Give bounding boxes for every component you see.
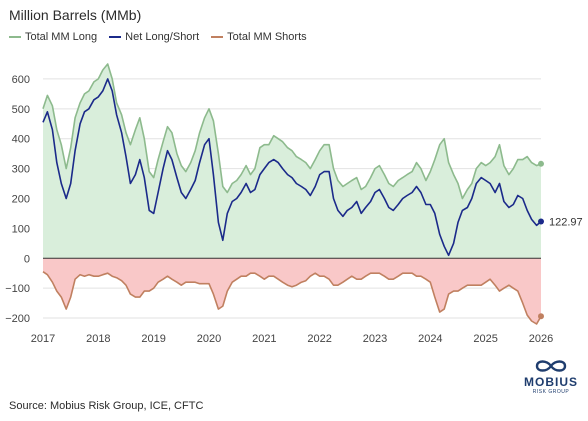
end-marker-shorts xyxy=(538,313,544,320)
x-tick-label: 2023 xyxy=(363,333,387,345)
logo-sub: RISK GROUP xyxy=(532,389,570,395)
legend-item-shorts[interactable]: Total MM Shorts xyxy=(211,31,307,43)
mobius-logo: MOBIUS RISK GROUP xyxy=(520,358,582,395)
x-tick-label: 2017 xyxy=(31,333,55,345)
legend: Total MM Long Net Long/Short Total MM Sh… xyxy=(9,31,319,43)
fill-layer xyxy=(43,64,541,324)
end-marker-net xyxy=(538,218,544,225)
x-tick-label: 2024 xyxy=(418,333,442,345)
y-tick-label: −100 xyxy=(5,283,30,295)
series-line-shorts xyxy=(42,271,542,325)
legend-item-long[interactable]: Total MM Long xyxy=(9,31,97,43)
x-tick-label: 2025 xyxy=(473,333,497,345)
long-area xyxy=(43,64,541,259)
mobius-logo-icon xyxy=(535,360,567,372)
source-note: Source: Mobius Risk Group, ICE, CFTC xyxy=(9,400,204,412)
y-tick-label: 100 xyxy=(12,223,30,235)
shorts-area xyxy=(43,258,541,324)
y-tick-label: 400 xyxy=(12,134,30,146)
x-tick-label: 2019 xyxy=(141,333,165,345)
series-line-long xyxy=(42,63,542,200)
line-layer xyxy=(42,63,542,325)
legend-label-net: Net Long/Short xyxy=(125,31,200,43)
y-tick-label: 300 xyxy=(12,164,30,176)
x-tick-label: 2026 xyxy=(529,333,553,345)
legend-label-shorts: Total MM Shorts xyxy=(227,31,307,43)
y-tick-label: 500 xyxy=(12,104,30,116)
legend-swatch-long xyxy=(9,36,21,38)
legend-label-long: Total MM Long xyxy=(25,31,98,43)
x-tick-label: 2018 xyxy=(86,333,110,345)
x-tick-label: 2021 xyxy=(252,333,276,345)
x-tick-label: 2022 xyxy=(307,333,331,345)
y-tick-label: 200 xyxy=(12,193,30,205)
x-tick-label: 2020 xyxy=(197,333,221,345)
legend-swatch-shorts xyxy=(211,36,224,38)
y-tick-label: −200 xyxy=(5,313,30,325)
chart-title: Million Barrels (MMb) xyxy=(9,7,142,23)
series-line-net xyxy=(42,78,542,257)
legend-swatch-net xyxy=(109,36,122,38)
legend-item-net[interactable]: Net Long/Short xyxy=(109,31,199,43)
marker-layer: 122.97 xyxy=(538,160,583,320)
logo-word: MOBIUS xyxy=(524,375,578,389)
end-marker-long xyxy=(538,160,544,167)
end-value-label: 122.97 xyxy=(549,216,583,228)
y-tick-label: 0 xyxy=(24,253,30,265)
y-tick-label: 600 xyxy=(12,74,30,86)
